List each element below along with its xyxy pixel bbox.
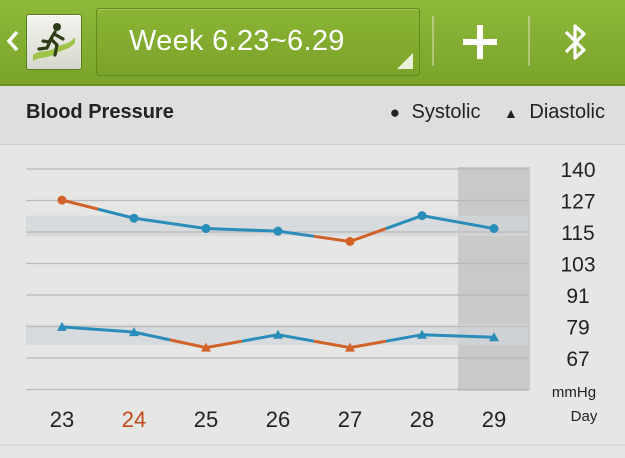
systolic-line-segment bbox=[421, 214, 459, 224]
systolic-point bbox=[417, 211, 427, 221]
systolic-line-segment bbox=[133, 216, 171, 225]
systolic-point bbox=[129, 213, 139, 223]
diastolic-line-segment bbox=[457, 334, 495, 339]
systolic-point bbox=[489, 224, 499, 234]
x-tick-label: 24 bbox=[122, 407, 146, 432]
systolic-line-segment bbox=[205, 227, 243, 232]
x-tick-label: 28 bbox=[410, 407, 434, 432]
diastolic-line-segment bbox=[133, 330, 171, 342]
diastolic-point bbox=[489, 332, 499, 342]
y-tick-label: 91 bbox=[566, 285, 589, 308]
diastolic-line-segment bbox=[313, 339, 351, 350]
x-axis-label: Day bbox=[571, 408, 598, 425]
x-tick-label: 29 bbox=[482, 407, 506, 432]
y-tick-label: 127 bbox=[560, 191, 595, 214]
diastolic-point bbox=[273, 329, 283, 339]
plus-icon bbox=[463, 25, 497, 59]
systolic-point bbox=[345, 236, 355, 246]
runner-app-icon[interactable] bbox=[26, 14, 82, 70]
dropdown-corner-icon bbox=[397, 53, 413, 69]
diastolic-point bbox=[57, 321, 67, 331]
section-title: Blood Pressure bbox=[26, 101, 174, 123]
bluetooth-button[interactable] bbox=[540, 10, 612, 74]
y-tick-label: 103 bbox=[560, 254, 595, 277]
week-selector[interactable]: Week 6.23~6.29 bbox=[96, 8, 420, 76]
diastolic-point bbox=[129, 327, 139, 337]
add-button[interactable] bbox=[444, 10, 516, 74]
x-tick-label: 27 bbox=[338, 407, 362, 432]
diastolic-line-segment bbox=[61, 325, 99, 332]
y-axis-unit-label: mmHg bbox=[552, 384, 596, 401]
diastolic-line-segment bbox=[97, 328, 135, 334]
systolic-line-segment bbox=[97, 207, 135, 220]
chart-svg: 140 127 115 103 91 79 67 mmHg Day 23 24 25 26 27 28 29 bbox=[0, 159, 625, 446]
legend-systolic-label: Systolic bbox=[411, 101, 481, 124]
top-toolbar: Week 6.23~6.29 bbox=[0, 0, 625, 86]
systolic-line-segment bbox=[241, 228, 279, 233]
systolic-line-segment bbox=[385, 214, 423, 230]
diastolic-point bbox=[345, 342, 355, 352]
systolic-line-segment bbox=[457, 220, 495, 231]
systolic-line-segment bbox=[61, 198, 99, 211]
diastolic-line-segment bbox=[169, 338, 207, 350]
systolic-line-segment bbox=[169, 221, 207, 231]
y-tick-label: 67 bbox=[566, 348, 589, 371]
today-column-shade bbox=[458, 167, 530, 391]
diastolic-line-segment bbox=[205, 339, 243, 350]
legend-diastolic-marker: ▲ bbox=[504, 104, 518, 121]
systolic-point bbox=[57, 195, 67, 205]
chart-header: Blood Pressure ● Systolic ▲ Diastolic bbox=[0, 86, 625, 145]
x-tick-label: 25 bbox=[194, 407, 218, 432]
toolbar-divider bbox=[528, 16, 530, 66]
systolic-point bbox=[273, 226, 283, 236]
y-tick-label: 140 bbox=[560, 159, 595, 182]
diastolic-line-segment bbox=[385, 333, 423, 343]
x-tick-label: 26 bbox=[266, 407, 290, 432]
diastolic-line-segment bbox=[349, 339, 387, 350]
diastolic-line-segment bbox=[421, 333, 459, 338]
legend-diastolic-label: Diastolic bbox=[529, 101, 605, 124]
x-tick-label: 23 bbox=[50, 407, 74, 432]
diastolic-point bbox=[417, 329, 427, 339]
blood-pressure-chart: 140 127 115 103 91 79 67 mmHg Day 23 24 25 26 27 28 29 bbox=[0, 145, 625, 453]
y-tick-label: 79 bbox=[566, 317, 589, 340]
diastolic-point bbox=[201, 342, 211, 352]
systolic-line-segment bbox=[277, 229, 315, 238]
systolic-line-segment bbox=[349, 227, 387, 243]
toolbar-divider bbox=[432, 16, 434, 66]
chart-legend: ● Systolic ▲ Diastolic bbox=[390, 101, 605, 124]
systolic-line-segment bbox=[313, 234, 351, 243]
week-label: Week 6.23~6.29 bbox=[129, 25, 345, 57]
diastolic-line-segment bbox=[241, 333, 279, 343]
diastolic-line-segment bbox=[277, 333, 315, 343]
legend-systolic-marker: ● bbox=[389, 102, 400, 122]
chevron-left-icon[interactable] bbox=[6, 26, 20, 56]
y-tick-label: 115 bbox=[561, 222, 594, 245]
systolic-point bbox=[201, 224, 211, 234]
bluetooth-icon bbox=[564, 24, 586, 60]
